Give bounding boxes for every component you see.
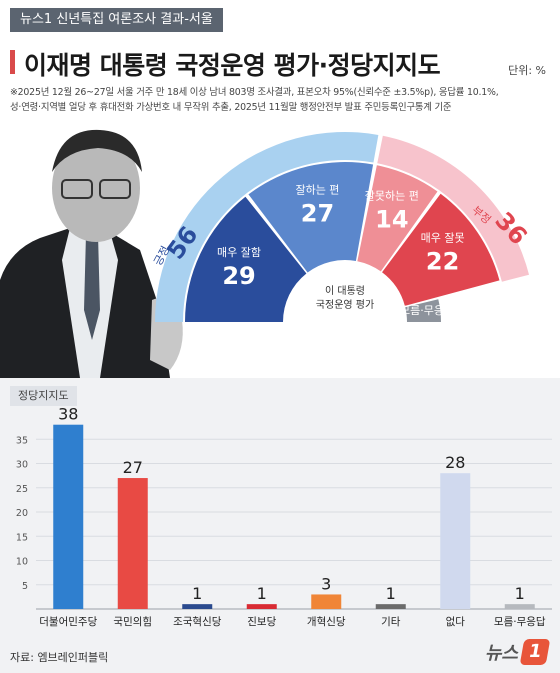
segment-bad: [357, 165, 438, 272]
category-label: 더불어민주당: [39, 616, 97, 628]
bar: [182, 604, 213, 609]
survey-note-line1: ※2025년 12월 26~27일 서울 거주 만 18세 이상 남녀 803명…: [10, 87, 499, 98]
section-label: 정당지지도: [10, 386, 77, 406]
y-tick-label: 25: [16, 484, 28, 495]
category-label: 국민의힘: [113, 616, 152, 628]
center-label-line2: 국정운영 평가: [316, 299, 374, 311]
segment-bad-value: 14: [375, 206, 408, 234]
title-accent: [10, 50, 15, 74]
segment-value-no-answer: 8: [451, 302, 461, 318]
source-credit: 자료: 엠브레인퍼블릭: [10, 651, 109, 664]
category-label: 모름·무응답: [494, 616, 546, 628]
survey-note-line2: 성·연령·지역별 얼당 후 휴대전화 가상번호 내 무작위 추출, 2025년 …: [10, 102, 452, 113]
category-label: 진보당: [247, 616, 276, 628]
segment-very-bad: [382, 193, 500, 306]
segment-good-label: 잘하는 편: [295, 182, 339, 196]
logo-text: 뉴스: [484, 643, 518, 664]
bar-value-label: 1: [515, 584, 525, 603]
y-tick-label: 10: [16, 557, 28, 568]
bar: [53, 424, 84, 609]
bar: [246, 604, 277, 609]
segment-good-value: 27: [301, 199, 334, 227]
category-label: 조국혁신당: [173, 616, 222, 628]
segment-no-answer: [405, 299, 441, 322]
bar-value-label: 38: [58, 405, 78, 424]
segment-very-good-value: 29: [222, 262, 255, 290]
category-label: 없다: [446, 615, 466, 628]
unit-label: 단위: %: [508, 64, 546, 77]
logo-badge: 1: [519, 639, 551, 665]
y-tick-label: 35: [16, 435, 28, 446]
segment-very-bad-label: 매우 잘못: [421, 232, 465, 245]
approval-panel: 매우 잘함 29 잘하는 편 27 잘못하는 편 14 매우 잘못 22 모름·무응답 8 긍정 56…: [0, 8, 546, 378]
positive-outer-band: [155, 131, 379, 322]
segment-label-no-answer: 모름·무응답: [400, 304, 454, 317]
bar-value-label: 1: [192, 584, 202, 603]
y-tick-label: 15: [16, 532, 28, 543]
section-kicker: 뉴스1 신년특집 여론조사 결과-서울: [10, 8, 223, 32]
party-support-section: 5 10 15 20 25 30 35 38 더불어민주당 27 국민의힘 1 조국혁신당 1 진보당 3 개혁…: [0, 378, 560, 673]
bar-value-label: 1: [386, 584, 396, 603]
bar-value-label: 3: [321, 574, 331, 593]
segment-very-good: [185, 196, 307, 322]
negative-outer-band: [377, 135, 530, 282]
news1-logo: 뉴스 1: [484, 638, 551, 666]
y-tick-label: 20: [16, 508, 28, 519]
bar-value-label: 1: [257, 584, 267, 603]
category-label: 기타: [381, 616, 401, 628]
bar: [375, 604, 406, 609]
bar-value-label: 28: [445, 453, 465, 472]
party-bar-chart: 5 10 15 20 25 30 35 38 더불어민주당 27 국민의힘 1 조국혁신당 1 진보당 3 개혁…: [16, 405, 552, 628]
segment-good: [248, 162, 374, 273]
bar: [440, 473, 471, 609]
segment-very-good-label: 매우 잘함: [217, 246, 261, 259]
center-label-line1: 이 대통령: [325, 285, 365, 297]
bar-value-label: 27: [123, 458, 143, 477]
bar: [117, 478, 148, 609]
president-photo: [0, 129, 183, 378]
segment-very-bad-value: 22: [426, 248, 459, 276]
bar: [311, 594, 342, 609]
page-title: 이재명 대통령 국정운영 평가·정당지지도: [24, 51, 441, 80]
y-tick-label: 5: [22, 581, 28, 592]
y-tick-label: 30: [16, 460, 28, 471]
segment-bad-label: 잘못하는 편: [365, 189, 419, 203]
category-label: 개혁신당: [307, 616, 346, 628]
bar: [504, 604, 535, 609]
